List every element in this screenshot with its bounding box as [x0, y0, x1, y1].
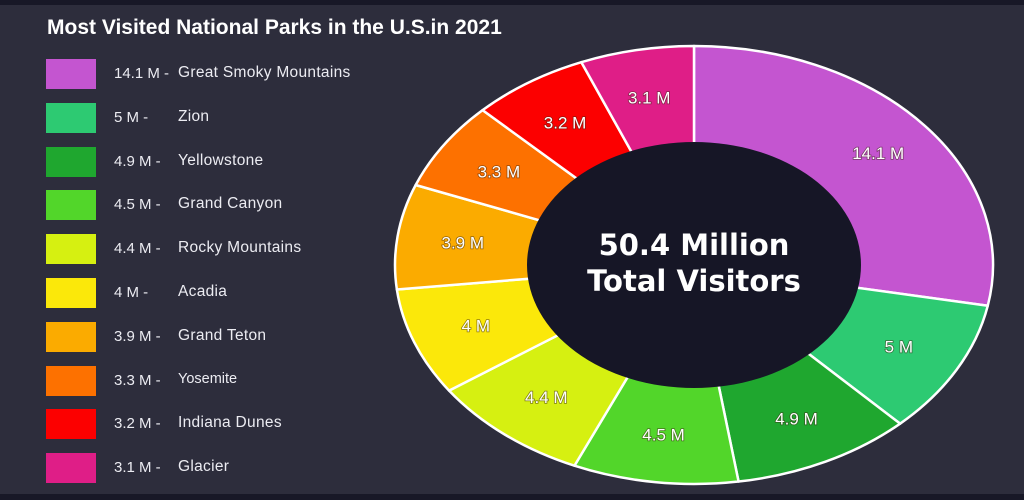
- legend-value: 4.4 M -: [114, 240, 161, 258]
- legend-label: Yellowstone: [178, 151, 264, 169]
- legend-swatch: [46, 277, 96, 308]
- center-subtitle-label: Total Visitors: [587, 264, 801, 298]
- slice-value-label: 4 M: [462, 316, 490, 335]
- slice-value-label: 3.2 M: [544, 114, 587, 133]
- slice-value-label: 14.1 M: [852, 144, 904, 163]
- legend-value: 5 M -: [114, 108, 149, 126]
- slice-labels: 14.1 M 5 M 4.9 M 4.5 M 4.4 M 4 M 3.9 M 3.3 M 3.2…: [441, 88, 914, 446]
- legend-swatch: [46, 102, 96, 133]
- legend-swatch: [46, 453, 96, 484]
- legend-label: Indiana Dunes: [178, 414, 282, 432]
- legend-value: 4 M -: [114, 283, 149, 301]
- chart-title: Most Visited National Parks in the U.S.i…: [47, 16, 502, 39]
- legend-swatch: [46, 321, 96, 352]
- legend-label: Rocky Mountains: [178, 239, 302, 257]
- legend-value: 3.1 M -: [114, 459, 161, 477]
- center-total-label: 50.4 Million: [599, 228, 790, 262]
- legend-swatch: [46, 234, 96, 265]
- legend-label: Grand Canyon: [178, 195, 283, 213]
- slice-value-label: 3.3 M: [478, 162, 521, 181]
- legend-value: 3.9 M -: [114, 327, 161, 345]
- legend-swatch: [46, 190, 96, 221]
- legend-swatch: [46, 59, 96, 89]
- slice-value-label: 3.9 M: [442, 234, 485, 253]
- legend-label: Glacier: [178, 458, 230, 476]
- slice-value-label: 4.4 M: [525, 388, 568, 407]
- legend-label: Grand Teton: [178, 326, 267, 344]
- legend-value: 14.1 M -: [114, 65, 170, 82]
- legend-value: 3.2 M -: [114, 415, 161, 433]
- legend-value: 3.3 M -: [114, 371, 161, 389]
- bottom-band: [0, 494, 1024, 500]
- legend-value: 4.9 M -: [114, 152, 161, 170]
- legend-swatch: [46, 146, 96, 177]
- legend-label: Acadia: [178, 282, 228, 300]
- donut-center-hole: [527, 142, 861, 388]
- legend-label: Zion: [178, 107, 210, 125]
- legend-label: Yosemite: [178, 370, 238, 387]
- legend-swatch: [46, 409, 96, 440]
- slice-value-label: 5 M: [885, 338, 913, 357]
- legend-label: Great Smoky Mountains: [178, 64, 351, 81]
- legend-swatch: [46, 365, 96, 396]
- legend-value: 4.5 M -: [114, 196, 161, 214]
- slice-value-label: 4.5 M: [642, 425, 685, 444]
- slice-value-label: 4.9 M: [775, 409, 818, 428]
- slice-value-label: 3.1 M: [628, 88, 671, 107]
- top-band: [0, 0, 1024, 5]
